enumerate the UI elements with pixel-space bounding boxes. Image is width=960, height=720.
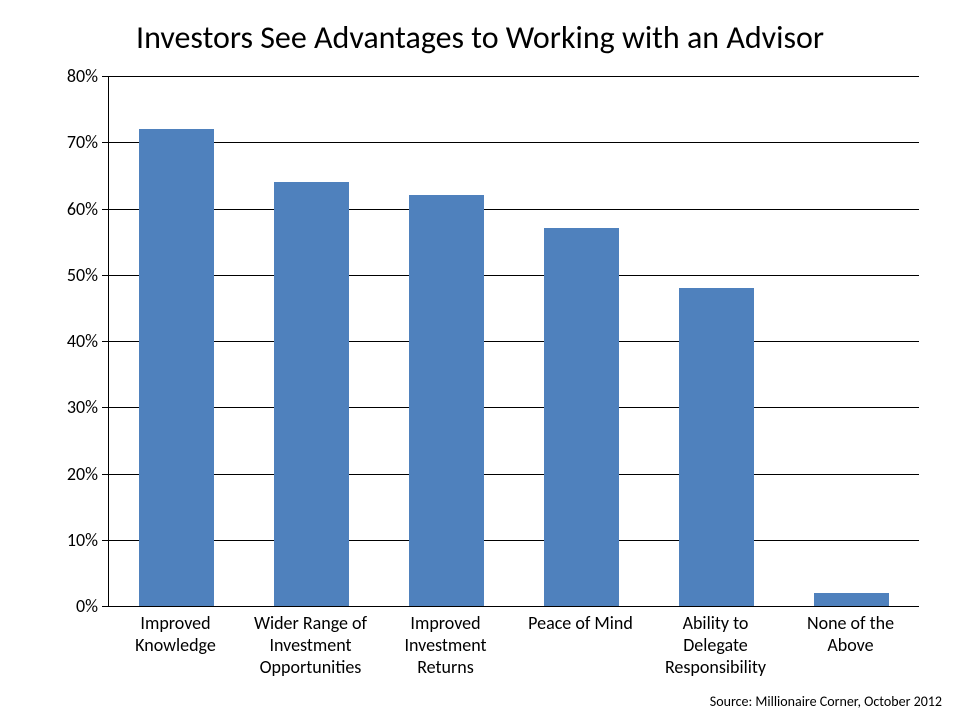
y-tick-label: 50% — [52, 264, 98, 286]
bar-slot — [514, 76, 649, 606]
y-tick-mark — [102, 407, 108, 408]
bar-slot — [784, 76, 919, 606]
bars-layer — [109, 76, 919, 606]
y-tick-label: 80% — [52, 65, 98, 87]
y-tick-label: 60% — [52, 198, 98, 220]
y-tick-label: 40% — [52, 330, 98, 352]
x-axis-label: None of the Above — [783, 612, 918, 678]
bar — [544, 228, 620, 606]
bar — [409, 195, 485, 606]
bar-slot — [244, 76, 379, 606]
y-tick-mark — [102, 275, 108, 276]
x-axis-label: Peace of Mind — [513, 612, 648, 678]
y-tick-label: 70% — [52, 131, 98, 153]
y-tick-mark — [102, 540, 108, 541]
x-axis-label: Wider Range of Investment Opportunities — [243, 612, 378, 678]
bar-slot — [649, 76, 784, 606]
bar-slot — [379, 76, 514, 606]
bar — [679, 288, 755, 606]
source-attribution: Source: Millionaire Corner, October 2012 — [710, 693, 942, 710]
y-tick-mark — [102, 606, 108, 607]
y-tick-mark — [102, 76, 108, 77]
y-tick-mark — [102, 341, 108, 342]
x-axis-label: Improved Knowledge — [108, 612, 243, 678]
x-axis-label: Ability to Delegate Responsibility — [648, 612, 783, 678]
y-tick-label: 20% — [52, 463, 98, 485]
y-tick-mark — [102, 474, 108, 475]
chart-container: Investors See Advantages to Working with… — [0, 0, 960, 720]
y-tick-label: 0% — [52, 595, 98, 617]
y-tick-label: 30% — [52, 396, 98, 418]
bar-slot — [109, 76, 244, 606]
y-tick-label: 10% — [52, 529, 98, 551]
plot-area — [108, 76, 919, 607]
y-tick-mark — [102, 209, 108, 210]
x-axis-label: Improved Investment Returns — [378, 612, 513, 678]
bar — [274, 182, 350, 606]
bar — [814, 593, 890, 606]
chart-title: Investors See Advantages to Working with… — [0, 18, 960, 57]
y-tick-mark — [102, 142, 108, 143]
x-axis-labels: Improved KnowledgeWider Range of Investm… — [108, 612, 918, 678]
bar — [139, 129, 215, 606]
